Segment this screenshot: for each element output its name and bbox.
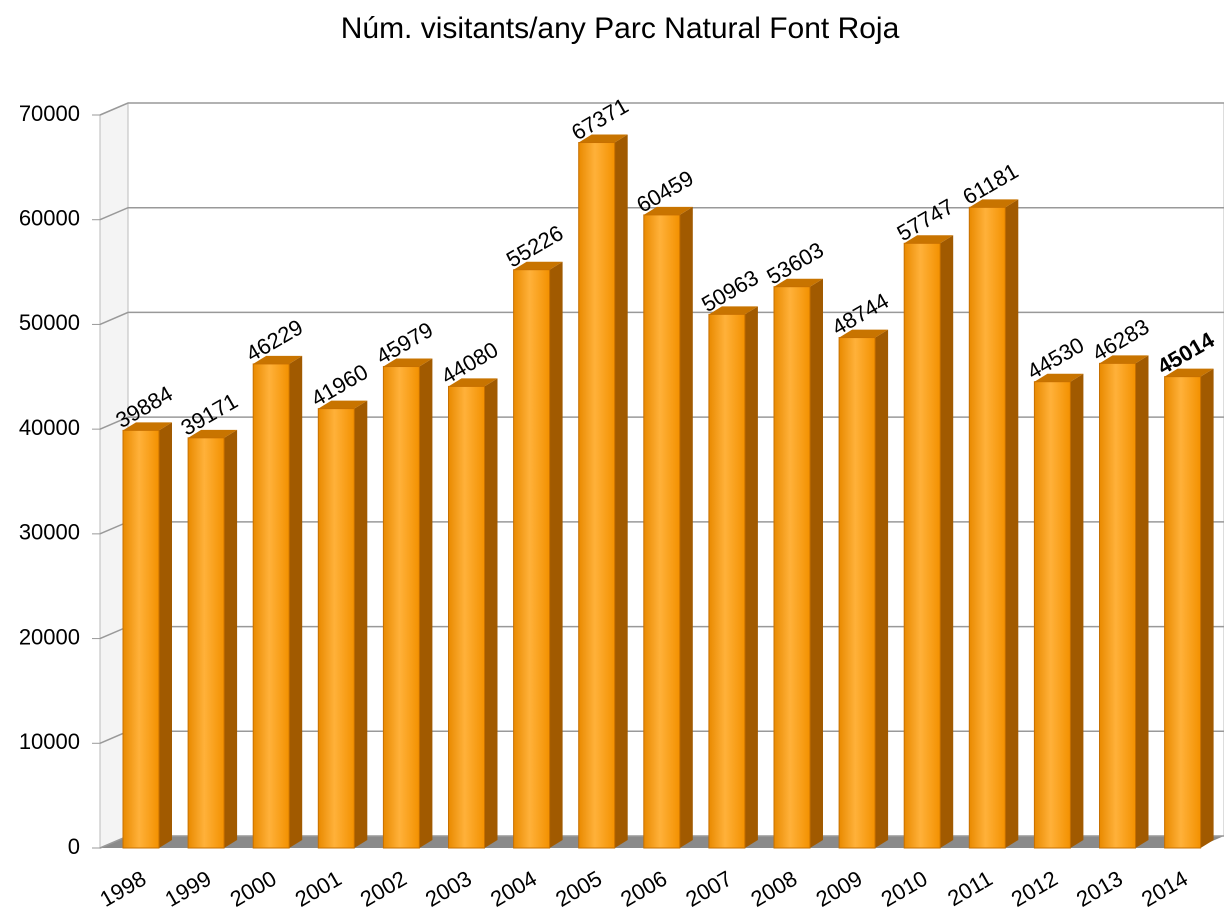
- bar: [968, 199, 1019, 849]
- grid-line: [99, 102, 1224, 116]
- x-tick-label: 2013: [1072, 866, 1127, 912]
- bar-front: [187, 437, 225, 849]
- x-tick-label: 2008: [747, 866, 802, 912]
- bar: [448, 378, 498, 849]
- bar: [1164, 368, 1214, 849]
- bar: [1099, 355, 1149, 849]
- x-tick-label: 1998: [96, 866, 151, 912]
- x-tick-label: 2012: [1007, 866, 1062, 912]
- bar-front: [838, 337, 876, 849]
- y-tick-label: 40000: [19, 415, 80, 440]
- bar: [838, 329, 889, 849]
- bar-top: [1034, 373, 1084, 382]
- bar-top: [839, 329, 889, 338]
- bar-side: [159, 422, 172, 848]
- bar-front: [317, 408, 355, 849]
- bar: [252, 355, 303, 849]
- x-tick-label: 2002: [356, 866, 411, 912]
- bar-front: [1164, 376, 1202, 849]
- bar-top: [513, 261, 563, 270]
- bar-top: [1099, 355, 1149, 364]
- bar-front: [448, 385, 485, 849]
- bar-front: [513, 269, 551, 849]
- bar-top: [383, 358, 433, 367]
- bar-top: [774, 278, 823, 287]
- bar-top: [123, 422, 172, 431]
- bar: [317, 400, 368, 849]
- bar-side: [744, 306, 758, 848]
- y-tick-label: 30000: [19, 520, 80, 545]
- bar-front: [708, 313, 746, 849]
- bar-front: [903, 242, 941, 849]
- bar: [1033, 373, 1084, 849]
- grid-line: [99, 311, 1224, 326]
- bar: [903, 235, 954, 849]
- x-tick-label: 2001: [291, 866, 346, 912]
- grid-line: [99, 206, 1224, 221]
- x-tick-label: 2004: [486, 866, 541, 912]
- bar: [773, 278, 823, 849]
- bar-side: [614, 134, 628, 848]
- y-tick-label: 50000: [19, 310, 80, 335]
- bar: [578, 134, 628, 849]
- bar-side: [940, 235, 954, 849]
- bar-side: [549, 261, 563, 848]
- bar-side: [289, 355, 303, 848]
- bar-side: [224, 429, 238, 848]
- bar-top: [253, 355, 303, 364]
- bar-top: [448, 378, 498, 387]
- bar-front: [382, 366, 420, 849]
- bar: [513, 261, 563, 849]
- x-tick-label: 2009: [812, 866, 867, 912]
- x-tick-label: 2007: [681, 866, 736, 912]
- bar: [708, 306, 758, 849]
- y-tick-label: 10000: [19, 729, 80, 754]
- x-tick-label: 2005: [551, 866, 606, 912]
- bar-front: [1033, 381, 1071, 849]
- bar: [382, 358, 433, 849]
- y-tick-label: 20000: [19, 624, 80, 649]
- bar-side: [419, 358, 433, 848]
- bar-side: [1070, 373, 1084, 848]
- x-tick-label: 2006: [616, 866, 671, 912]
- y-tick-label: 60000: [19, 206, 80, 231]
- bar-front: [1099, 362, 1136, 849]
- bar-top: [904, 235, 954, 244]
- bar: [187, 429, 238, 849]
- bar-top: [643, 206, 693, 215]
- bar-top: [708, 306, 758, 315]
- x-tick-label: 2011: [943, 866, 996, 911]
- x-tick-label: 2000: [226, 866, 281, 912]
- bar: [643, 206, 693, 849]
- bar-side: [1200, 368, 1214, 848]
- bar-front: [773, 286, 811, 849]
- bar-side: [810, 278, 823, 848]
- bar-front: [252, 363, 290, 849]
- bar-top: [318, 400, 368, 409]
- bar-top: [188, 429, 238, 438]
- x-tick-label: 2003: [421, 866, 476, 912]
- bar-front: [968, 206, 1006, 849]
- y-tick-label: 70000: [19, 101, 80, 126]
- bar-front: [643, 214, 681, 849]
- bar-side: [875, 329, 889, 848]
- bar: [122, 422, 172, 849]
- x-tick-label: 1999: [161, 866, 216, 912]
- x-tick-label: 2010: [877, 866, 932, 912]
- bar-top: [1164, 368, 1214, 377]
- y-tick-label: 0: [68, 834, 80, 859]
- bar-side: [1135, 355, 1149, 848]
- x-tick-label: 2014: [1137, 866, 1192, 912]
- bar-side: [484, 378, 498, 848]
- bar-top: [969, 199, 1019, 208]
- bar-side: [1005, 199, 1019, 848]
- bar-front: [122, 429, 160, 849]
- bar-side: [354, 400, 368, 848]
- bar-front: [578, 142, 616, 849]
- bar-top: [578, 134, 628, 143]
- chart-title: Núm. visitants/any Parc Natural Font Roj…: [341, 12, 900, 45]
- bar-side: [679, 206, 693, 848]
